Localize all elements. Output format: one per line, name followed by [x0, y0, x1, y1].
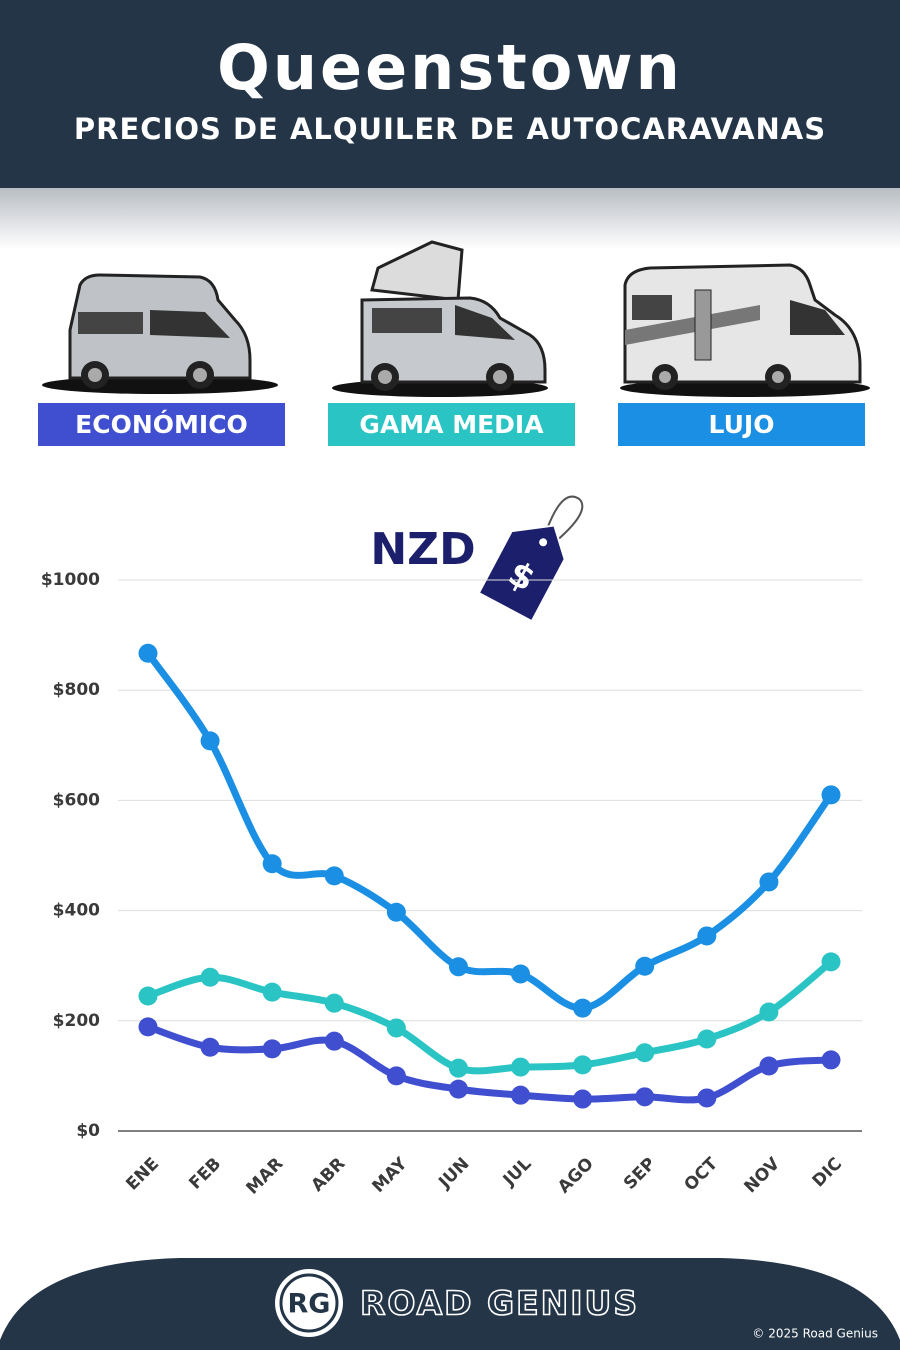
data-point	[821, 1050, 841, 1070]
price-tag: $	[477, 495, 584, 623]
x-tick-label: OCT	[681, 1154, 723, 1196]
x-tick-label: MAR	[243, 1154, 288, 1199]
data-point	[635, 1043, 655, 1063]
logo-circle	[275, 1269, 343, 1337]
y-tick-label: $800	[53, 680, 100, 700]
data-point	[200, 1037, 220, 1057]
legend-swatch	[618, 403, 865, 446]
data-point	[138, 986, 158, 1006]
legend: ECONÓMICO GAMA MEDIA LUJO	[38, 403, 865, 446]
data-point	[200, 731, 220, 751]
x-tick-label: MAY	[368, 1153, 411, 1196]
x-tick-label: JUL	[499, 1154, 536, 1191]
data-point	[511, 1057, 531, 1077]
x-tick-label: FEB	[185, 1154, 225, 1194]
data-point	[573, 998, 593, 1018]
data-point	[697, 1088, 717, 1108]
header-band	[0, 0, 900, 188]
data-point	[511, 964, 531, 984]
data-point	[821, 952, 841, 972]
van-lujo	[620, 263, 870, 397]
brand-logo: RG	[288, 1289, 331, 1320]
data-point	[262, 854, 282, 874]
data-point	[386, 902, 406, 922]
data-point	[262, 1039, 282, 1059]
footer-band	[0, 1258, 900, 1350]
x-tick-label: AGO	[554, 1154, 598, 1198]
x-tick-label: ENE	[122, 1154, 163, 1195]
data-point	[448, 1079, 468, 1099]
series-line	[144, 649, 835, 1012]
legend-swatch	[38, 403, 285, 446]
data-point	[759, 872, 779, 892]
x-tick-label: SEP	[620, 1154, 660, 1194]
data-point	[448, 1058, 468, 1078]
data-point	[324, 1031, 344, 1051]
data-point	[635, 956, 655, 976]
legend-label: GAMA MEDIA	[359, 410, 544, 439]
data-point	[821, 785, 841, 805]
series-line	[144, 958, 835, 1075]
x-tick-label: JUN	[434, 1154, 473, 1193]
data-point	[200, 967, 220, 987]
brand-name: ROAD GENIUS	[360, 1284, 639, 1323]
data-point	[573, 1089, 593, 1109]
data-point	[138, 1017, 158, 1037]
data-point	[324, 993, 344, 1013]
header-shadow	[0, 188, 900, 250]
legend-label: LUJO	[709, 410, 775, 439]
data-point	[573, 1055, 593, 1075]
chart-title: Queenstown	[217, 31, 683, 104]
logo-ring	[279, 1273, 339, 1333]
data-point	[759, 1002, 779, 1022]
data-point	[697, 926, 717, 946]
y-tick-label: $400	[53, 901, 100, 921]
plot-area: $0 $200 $400 $600 $800 $1000 ENE FEB MAR ABR MAY JU…	[41, 570, 862, 1199]
legend-label: ECONÓMICO	[75, 409, 248, 439]
x-tick-label: ABR	[307, 1154, 349, 1196]
data-point	[635, 1087, 655, 1107]
data-point	[386, 1018, 406, 1038]
chart-subtitle: PRECIOS DE ALQUILER DE AUTOCARAVANAS	[74, 112, 826, 146]
series-line	[144, 1023, 835, 1104]
data-point	[386, 1066, 406, 1086]
data-point	[448, 957, 468, 977]
data-point	[759, 1056, 779, 1076]
data-point	[138, 643, 158, 663]
y-tick-label: $0	[76, 1121, 100, 1141]
data-point	[262, 982, 282, 1002]
y-tick-label: $600	[53, 790, 100, 810]
data-point	[697, 1029, 717, 1049]
data-point	[324, 866, 344, 886]
y-tick-label: $200	[53, 1011, 100, 1031]
currency-label: NZD	[370, 524, 475, 575]
x-tick-label: DIC	[809, 1154, 846, 1191]
copyright: © 2025 Road Genius	[752, 1327, 878, 1341]
x-tick-label: NOV	[741, 1153, 785, 1197]
y-tick-label: $1000	[41, 570, 100, 590]
van-gama-media	[332, 240, 548, 397]
legend-swatch	[328, 403, 575, 446]
data-point	[511, 1085, 531, 1105]
van-economico	[42, 273, 278, 394]
